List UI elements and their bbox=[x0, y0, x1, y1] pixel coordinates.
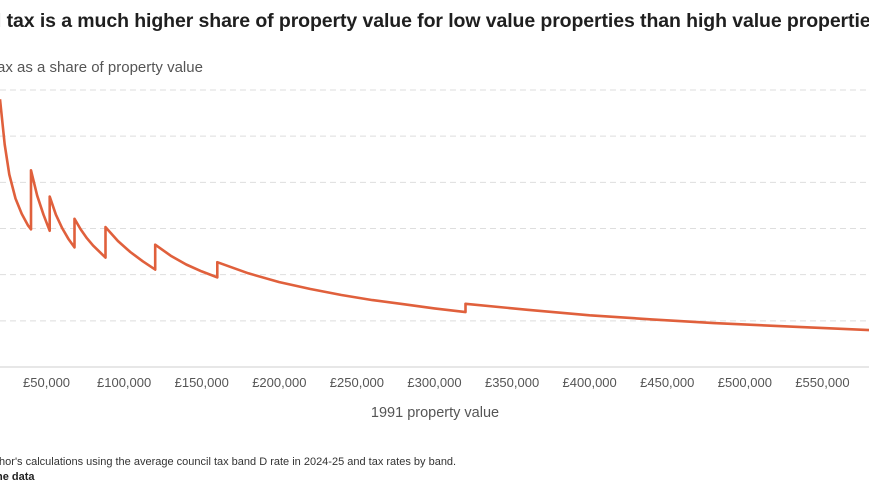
x-tick-label: £100,000 bbox=[97, 375, 151, 390]
chart-title: l tax is a much higher share of property… bbox=[0, 10, 869, 32]
x-tick-label: £300,000 bbox=[407, 375, 461, 390]
x-tick-label: £450,000 bbox=[640, 375, 694, 390]
get-the-data-link[interactable]: he data bbox=[0, 471, 35, 483]
series-line bbox=[0, 99, 869, 332]
source-note: thor's calculations using the average co… bbox=[0, 456, 457, 468]
x-tick-label: £550,000 bbox=[795, 375, 849, 390]
x-tick-label: £500,000 bbox=[718, 375, 772, 390]
x-axis-ticks: £50,000 £100,000 £150,000 £200,000 £250,000 £… bbox=[23, 375, 850, 390]
x-tick-label: £50,000 bbox=[23, 375, 70, 390]
x-tick-label: £150,000 bbox=[175, 375, 229, 390]
x-tick-label: £200,000 bbox=[252, 375, 306, 390]
x-tick-label: £350,000 bbox=[485, 375, 539, 390]
y-axis-title: ax as a share of property value bbox=[0, 59, 203, 76]
x-tick-label: £250,000 bbox=[330, 375, 384, 390]
gridlines bbox=[0, 89, 869, 368]
x-tick-label: £400,000 bbox=[563, 375, 617, 390]
x-axis-label: 1991 property value bbox=[371, 405, 499, 421]
